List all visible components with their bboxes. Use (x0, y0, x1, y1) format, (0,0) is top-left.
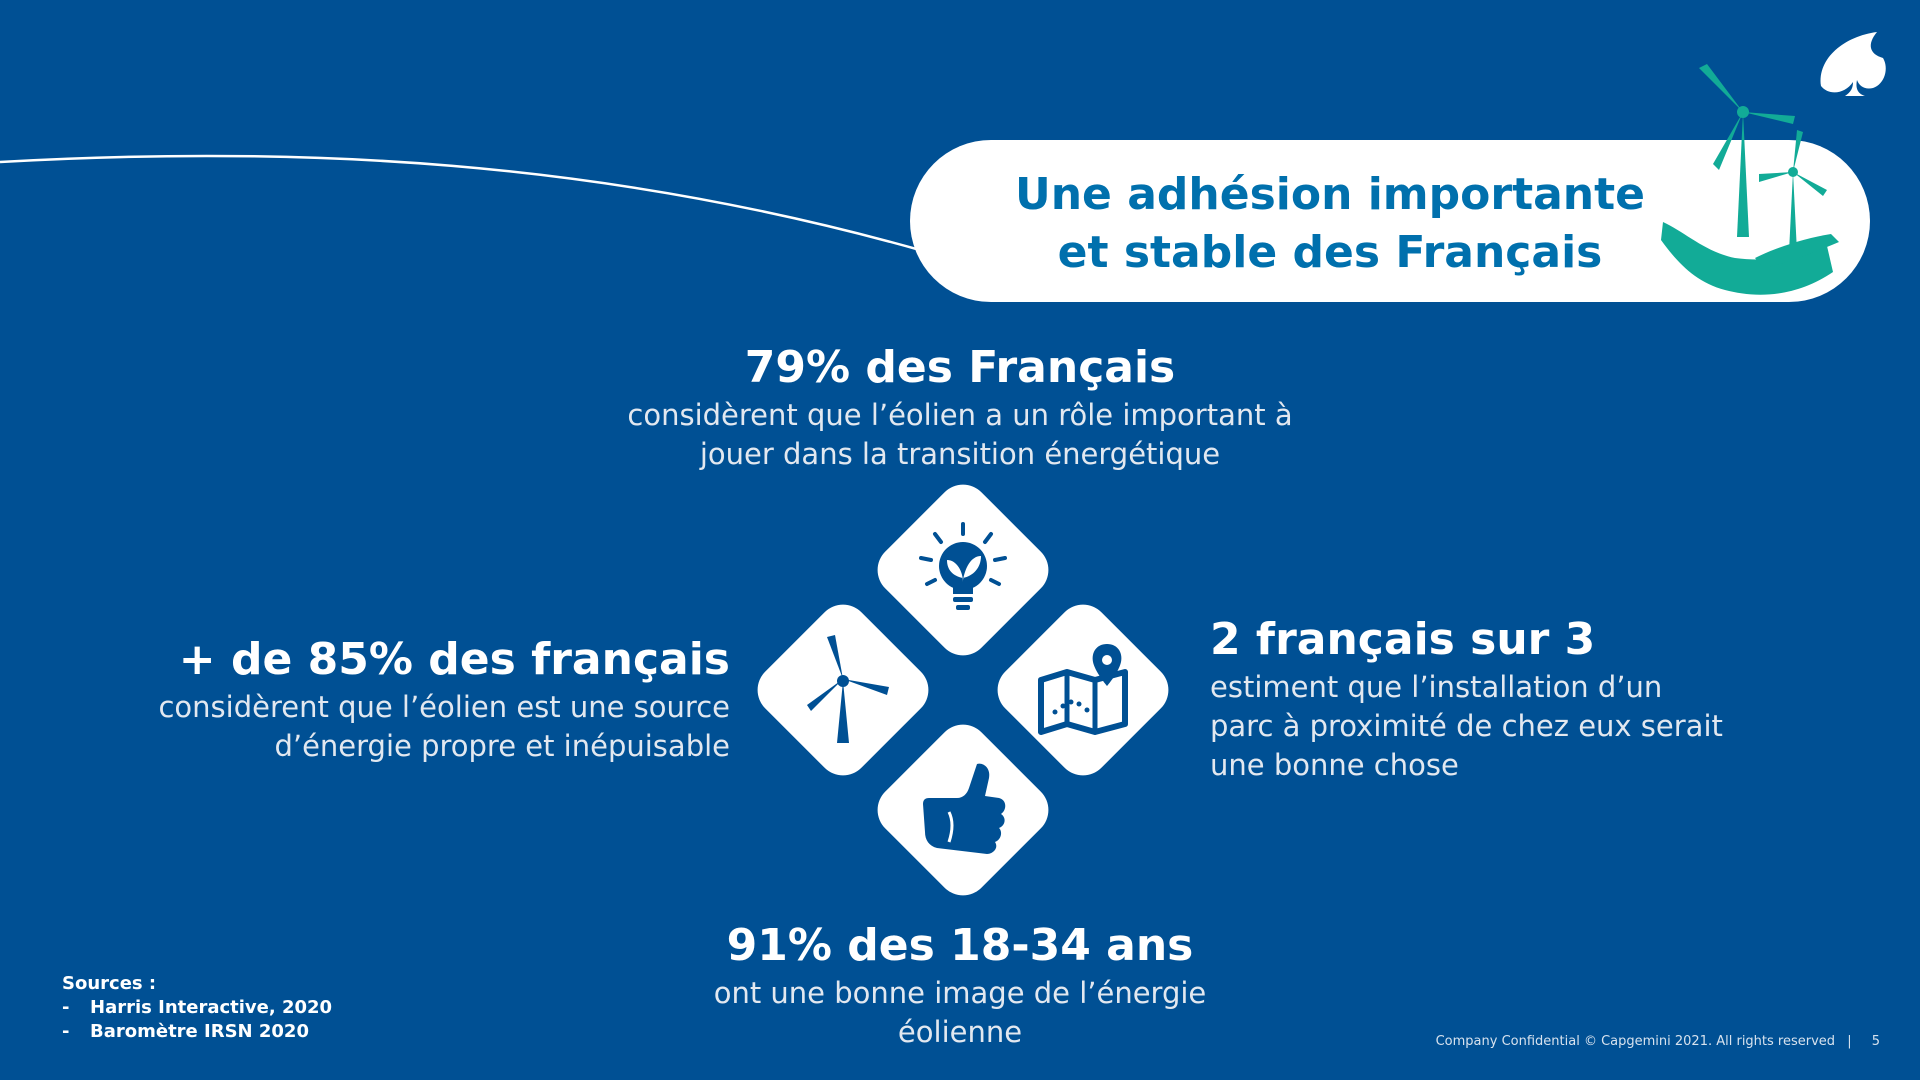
footer-copyright: Company Confidential © Capgemini 2021. A… (1435, 1034, 1836, 1049)
stat-top: 79% des Français considèrent que l’éolie… (560, 340, 1360, 474)
lightbulb-leaf-icon (919, 522, 1007, 610)
tile-thumbs-up (868, 715, 1058, 905)
stat-top-desc-line-2: jouer dans la transition énergétique (699, 437, 1221, 471)
stat-left: + de 85% des français considèrent que l’… (100, 632, 730, 766)
title-line-2: et stable des Français (1057, 227, 1603, 278)
sources-heading: Sources : (62, 973, 157, 994)
stat-right-desc-line-1: estiment que l’installation d’un (1210, 670, 1663, 704)
stat-right-title: 2 français sur 3 (1210, 614, 1596, 665)
sources: Sources : - Harris Interactive, 2020 - Bar… (62, 972, 332, 1044)
tile-wind-turbine (748, 595, 938, 785)
tile-lightbulb (868, 475, 1058, 665)
source-item: - Harris Interactive, 2020 (62, 997, 333, 1018)
capgemini-logo-icon (1820, 32, 1886, 96)
stat-left-title: + de 85% des français (178, 634, 730, 685)
title-line-1: Une adhésion importante (1015, 169, 1645, 220)
hand-wind-turbines-icon (1661, 64, 1839, 295)
stat-bottom-title: 91% des 18-34 ans (726, 920, 1194, 971)
stat-right-desc-line-2: parc à proximité de chez eux serait (1210, 709, 1723, 743)
stat-left-desc-line-2: d’énergie propre et inépuisable (274, 729, 730, 763)
stat-bottom: 91% des 18-34 ans ont une bonne image de… (640, 918, 1280, 1052)
page-number: 5 (1871, 1034, 1880, 1049)
footer-separator: | (1847, 1034, 1852, 1049)
stat-right: 2 français sur 3 estiment que l’installa… (1210, 612, 1770, 785)
stat-top-title: 79% des Français (744, 342, 1176, 393)
source-item: - Baromètre IRSN 2020 (62, 1021, 309, 1042)
stat-right-desc-line-3: une bonne chose (1210, 748, 1459, 782)
stat-bottom-desc-line-2: éolienne (897, 1015, 1023, 1049)
page-title: Une adhésion importante et stable des Fr… (910, 166, 1750, 282)
stat-bottom-desc-line-1: ont une bonne image de l’énergie (713, 976, 1207, 1010)
footer: Company Confidential © Capgemini 2021. A… (1400, 1034, 1880, 1049)
stat-top-desc-line-1: considèrent que l’éolien a un rôle impor… (627, 398, 1293, 432)
thumbs-up-icon (923, 763, 1006, 854)
wind-turbine-icon (807, 635, 889, 743)
stat-left-desc-line-1: considèrent que l’éolien est une source (158, 690, 730, 724)
